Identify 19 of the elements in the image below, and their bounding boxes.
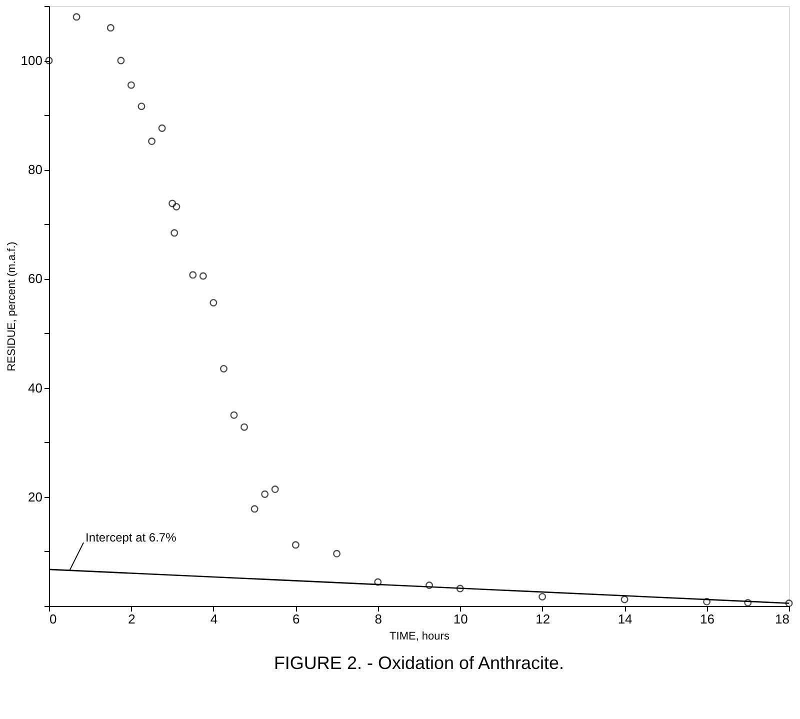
x-tick-label: 4 (210, 612, 218, 626)
x-tick-label: 16 (700, 612, 715, 626)
text: FIGURE 2. - Oxidation of Anthracite. (274, 653, 564, 673)
y-tick-label: 80 (28, 162, 42, 178)
y-axis-title: RESIDUE, percent (m.a.f.) (6, 242, 18, 372)
x-tick-label: 18 (775, 612, 790, 626)
y-tick-label: 40 (28, 380, 42, 396)
annotation: Intercept at 6.7% (86, 530, 177, 545)
y-tick-label: 100 (20, 53, 42, 68)
y-tick-label: 60 (28, 271, 42, 286)
y-tick-label: 20 (28, 489, 42, 504)
x-tick-label: 8 (374, 612, 382, 626)
x-tick-label: 14 (618, 612, 632, 626)
x-tick-label: 12 (536, 612, 550, 626)
x-tick-label: 2 (128, 612, 136, 626)
x-tick-label: 6 (292, 612, 300, 626)
x-tick-label: 0 (50, 612, 57, 626)
x-axis-title: TIME, hours (390, 630, 450, 642)
x-tick-label: 10 (453, 612, 468, 626)
